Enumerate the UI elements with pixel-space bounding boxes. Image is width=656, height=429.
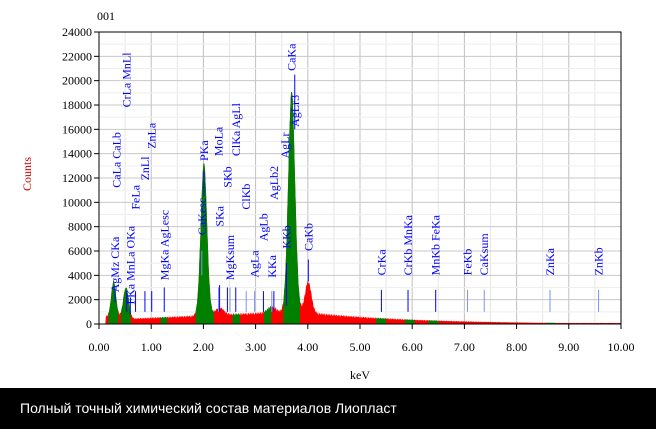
y-tick-label: 14000 [62, 147, 92, 161]
marker-label: MgKa AgLesc [157, 210, 171, 280]
y-tick-label: 6000 [68, 244, 92, 258]
roi-area [283, 91, 300, 325]
marker-label: CrLa MnLl [120, 52, 134, 108]
x-tick-label: 10.00 [608, 340, 635, 354]
roi-area [195, 163, 214, 324]
marker-label: CaKb [301, 223, 315, 251]
marker-label: AgMz CKa [108, 236, 122, 292]
x-tick-label: 5.00 [350, 340, 371, 354]
marker-label: ClKb [239, 184, 253, 210]
roi-area [263, 305, 272, 324]
x-axis-label: keV [350, 368, 370, 382]
roi-area [160, 316, 168, 324]
y-tick-label: 12000 [62, 171, 92, 185]
x-tick-label: 3.00 [245, 340, 266, 354]
caption-bar: Полный точный химический состав материал… [0, 388, 656, 429]
marker-label: FeKb [461, 249, 475, 276]
marker-label: AgLr [278, 133, 292, 159]
x-tick-label: 7.00 [454, 340, 475, 354]
eds-spectrum-chart: AgMz CKa FKa MnLa OKa CaLa CaLb CrLa MnLl Fe… [20, 9, 635, 382]
y-tick-label: 10000 [62, 195, 92, 209]
marker-label: AgLb [256, 213, 270, 241]
x-tick-label: 0.00 [89, 340, 110, 354]
y-tick-label: 8000 [68, 220, 92, 234]
marker-label: CrKb MnKa [401, 214, 415, 275]
marker-label: ZnLa [145, 122, 159, 149]
spectrum-series [104, 91, 621, 325]
y-tick-label: 18000 [62, 98, 92, 112]
marker-label: FeLa [129, 184, 143, 209]
marker-label: FKa MnLa OKa [123, 225, 137, 304]
y-tick-label: 16000 [62, 122, 92, 136]
y-tick-label: 20000 [62, 74, 92, 88]
chart-title: 001 [97, 9, 115, 23]
peak-markers: AgMz CKa FKa MnLa OKa CaLa CaLb CrLa MnLl Fe… [108, 43, 606, 315]
marker-label: MgKsum [223, 234, 237, 280]
marker-label: MnKb FeKa [429, 214, 443, 275]
grid [98, 31, 622, 325]
marker-label: CaKsum [477, 233, 491, 276]
marker-label: SKa [213, 205, 227, 226]
roi-area [404, 319, 415, 324]
roi-area [108, 280, 119, 324]
x-tick-label: 9.00 [558, 340, 579, 354]
marker-label: AgLa [248, 250, 262, 278]
marker-label: KKa [265, 254, 279, 277]
y-tick-label: 24000 [62, 25, 92, 39]
marker-label: ClKa AgLl [229, 102, 243, 156]
marker-label: ZnKa [543, 247, 557, 275]
axes: 0.00 1.00 2.00 3.00 4.00 5.00 6.00 7.00 8.00 9.00… [62, 25, 635, 354]
spectrum-area [104, 91, 621, 325]
y-tick-label: 22000 [62, 49, 92, 63]
x-tick-label: 2.00 [193, 340, 214, 354]
marker-label: CaKa [285, 43, 299, 71]
x-tick-label: 8.00 [506, 340, 527, 354]
marker-label: PKa [197, 140, 211, 161]
marker-label: SKb [220, 166, 234, 187]
x-tick-label: 4.00 [297, 340, 318, 354]
x-tick-label: 6.00 [402, 340, 423, 354]
roi-area [376, 317, 387, 324]
marker-label: MoLa [212, 126, 226, 156]
marker-label: CaKesc [195, 198, 209, 235]
marker-label: KKb [279, 225, 293, 248]
marker-label: ZnLl [138, 156, 152, 181]
y-axis-label: Counts [20, 157, 34, 191]
marker-label: ZnKb [592, 247, 606, 275]
marker-label: CaLa CaLb [110, 132, 124, 188]
roi-area [232, 313, 240, 324]
y-tick-label: 0 [86, 317, 92, 331]
y-tick-label: 2000 [68, 293, 92, 307]
marker-label: CrKa [374, 249, 388, 276]
marker-label: AgLr3 [288, 95, 302, 127]
roi-area [120, 287, 131, 324]
x-tick-label: 1.00 [141, 340, 162, 354]
roi-area [428, 320, 439, 324]
marker-label: AgLb2 [267, 166, 281, 200]
y-tick-label: 4000 [68, 268, 92, 282]
